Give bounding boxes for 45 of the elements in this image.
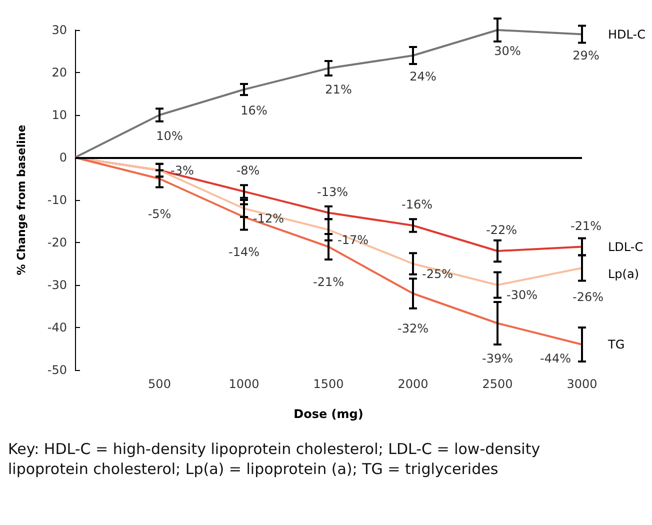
text: Lp(a) <box>608 267 640 281</box>
x-tick-label: 2500 <box>482 377 513 391</box>
data-label: -44% <box>540 352 571 366</box>
data-label: 16% <box>240 104 268 118</box>
y-tick-label: 10 <box>52 108 67 122</box>
x-tick-label: 500 <box>148 377 171 391</box>
y-tick-label: -40 <box>47 320 67 334</box>
data-label: 21% <box>325 82 352 96</box>
data-label: -17% <box>338 232 369 247</box>
data-label: -22% <box>486 223 518 237</box>
y-tick-label: 20 <box>52 66 67 80</box>
y-tick-label: 0 <box>59 150 67 164</box>
x-tick-label: 2000 <box>398 377 428 391</box>
text: Key: HDL-C = high-density lipoprotein cholesterol; LDL-C = low-density lipoprotein cholesterol; Lp(a) = lipoprotein (a); TG = triglycerides <box>8 440 542 479</box>
data-label: -13% <box>316 184 348 199</box>
x-tick-label: 3000 <box>566 377 598 391</box>
data-label: 10% <box>156 129 183 143</box>
data-label: 24% <box>410 70 436 84</box>
y-tick-label: -10 <box>47 193 67 207</box>
data-label: 29% <box>572 48 600 62</box>
data-label: -30% <box>506 288 538 302</box>
data-label: -16% <box>401 198 433 212</box>
data-label: -39% <box>482 351 514 366</box>
x-tick-label: 1000 <box>228 377 260 391</box>
text: LDL-C <box>608 240 644 254</box>
data-label: -14% <box>228 245 260 259</box>
data-label: -21% <box>312 274 344 289</box>
data-label: 30% <box>494 44 521 58</box>
data-label: -12% <box>253 212 284 226</box>
data-label: -5% <box>148 206 172 221</box>
y-axis-title: % Change from baseline <box>15 124 28 276</box>
y-tick-label: -20 <box>47 236 67 250</box>
data-label: -26% <box>572 290 604 304</box>
data-label: -8% <box>236 164 260 178</box>
y-tick-label: 30 <box>52 23 67 37</box>
text: HDL-C <box>608 27 646 42</box>
data-label: -21% <box>570 218 602 233</box>
data-label: -25% <box>422 266 454 281</box>
data-label: -3% <box>170 163 194 178</box>
x-tick-label: 1500 <box>313 377 344 391</box>
y-tick-label: -50 <box>47 363 67 377</box>
text: TG <box>607 338 625 352</box>
y-tick-label: -30 <box>47 278 67 292</box>
data-label: -32% <box>397 322 429 336</box>
x-axis-title: Dose (mg) <box>294 407 364 421</box>
